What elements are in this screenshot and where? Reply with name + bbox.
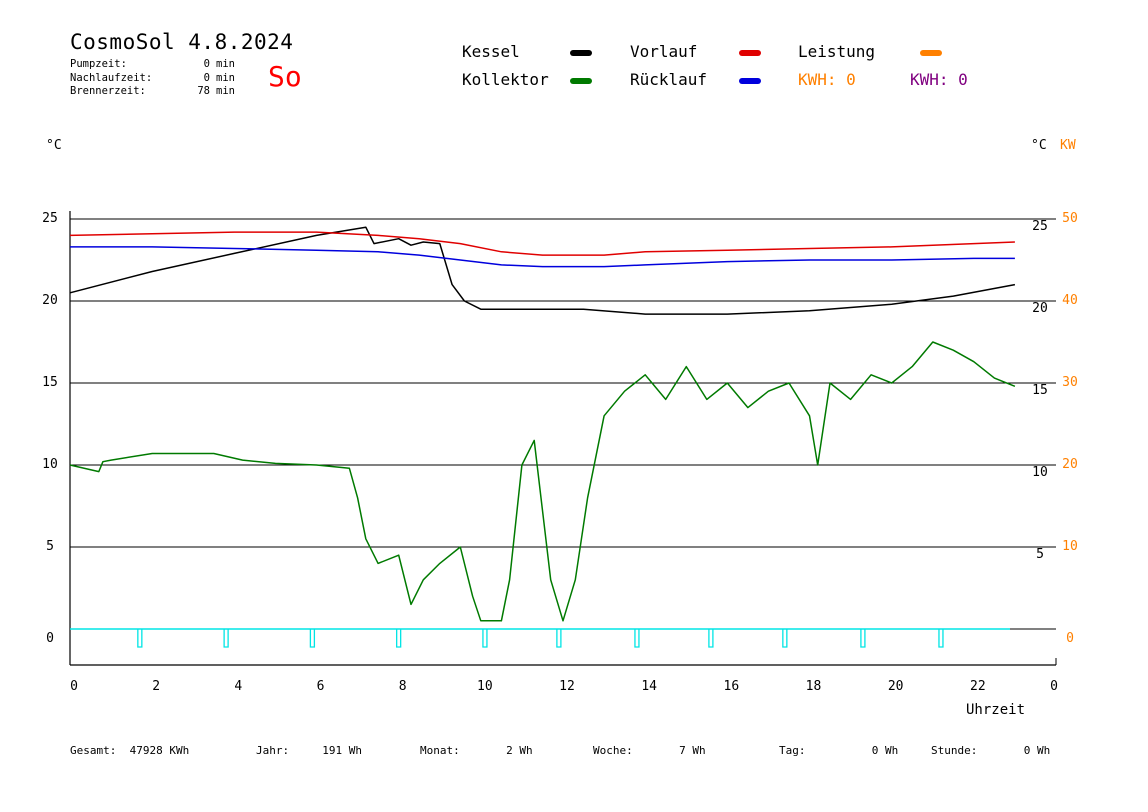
series-ruecklauf <box>70 246 1015 268</box>
legend-kessel-label: Kessel <box>462 42 520 61</box>
legend-kollektor-swatch <box>570 78 592 84</box>
x-tick-label: 0 <box>70 679 78 694</box>
x-tick-label: 2 <box>152 679 160 694</box>
pump-pulse <box>634 629 640 648</box>
pump-pulse <box>223 629 229 648</box>
y-tick-label-left: 20 <box>42 293 58 308</box>
footer-label: Tag: <box>779 744 806 757</box>
tick-labels: 0 2 4 6 8 10 12 14 16 18 20 22 0 0 5 10 15 20 25 5 10 15 20 25 0… <box>42 211 1078 694</box>
stat-unit: min <box>216 71 235 84</box>
stat-row: Nachlaufzeit: 0 min <box>70 72 235 86</box>
y-tick-label-right-kw: 10 <box>1062 539 1078 554</box>
legend-leistung-swatch <box>920 50 942 56</box>
right-axis-unit-kw: KW <box>1060 138 1076 153</box>
y-tick-label-left: 10 <box>42 457 58 472</box>
x-tick-label: 6 <box>317 679 325 694</box>
pump-pulse <box>309 629 316 648</box>
y-tick-label-right-c: 25 <box>1032 219 1048 234</box>
stat-row: Brennerzeit: 78 min <box>70 85 235 99</box>
stat-unit: min <box>216 85 235 97</box>
y-tick-label-right-c: 5 <box>1036 547 1044 562</box>
y-tick-label-right-c: 20 <box>1032 301 1048 316</box>
series-kessel <box>69 226 1016 315</box>
legend-kwh-purple: KWH: 0 <box>910 70 968 89</box>
stat-label: Brennerzeit: <box>70 85 146 97</box>
legend-kollektor-label: Kollektor <box>462 70 549 89</box>
legend-ruecklauf-label: Rücklauf <box>630 70 708 89</box>
footer-label: Woche: <box>593 744 633 757</box>
footer-value: 2 Wh <box>506 744 533 757</box>
series-kollektor <box>69 341 1016 622</box>
pump-pulse <box>396 629 402 648</box>
x-tick-label: 0 <box>1050 679 1058 694</box>
footer-monat: Monat: 2 Wh <box>420 744 533 757</box>
x-tick-label: 16 <box>724 679 740 694</box>
legend-vorlauf-swatch <box>739 50 761 56</box>
footer-label: Monat: <box>420 744 460 757</box>
legend-ruecklauf-swatch <box>739 78 761 84</box>
legend-leistung-label: Leistung <box>798 42 876 61</box>
x-tick-label: 12 <box>559 679 575 694</box>
pump-pulse <box>938 629 944 648</box>
footer-woche: Woche: 7 Wh <box>593 744 706 757</box>
footer-value: 47928 KWh <box>129 744 190 757</box>
chart-title: CosmoSol 4.8.2024 <box>70 30 294 54</box>
x-tick-label: 22 <box>970 679 986 694</box>
pump-pulse <box>556 629 562 648</box>
footer-label: Stunde: <box>931 744 978 757</box>
x-tick-label: 8 <box>399 679 407 694</box>
y-tick-label-right-kw: 50 <box>1062 211 1078 226</box>
y-tick-label-left: 0 <box>46 631 54 646</box>
stats-block: Pumpzeit: 0 min Nachlaufzeit: 0 min Bren… <box>70 58 235 99</box>
footer-value: 191 Wh <box>322 744 362 757</box>
footer-value: 7 Wh <box>679 744 706 757</box>
left-axis-unit: °C <box>46 138 62 153</box>
footer-value: 0 Wh <box>1023 744 1051 757</box>
y-tick-label-right-kw: 40 <box>1062 293 1078 308</box>
weekday-label: So <box>268 60 302 93</box>
axes <box>69 211 1057 666</box>
y-tick-label-right-c: 10 <box>1032 465 1048 480</box>
x-tick-label: 18 <box>806 679 822 694</box>
y-tick-label-left: 25 <box>42 211 58 226</box>
x-axis-label: Uhrzeit <box>966 702 1026 718</box>
footer-value: 0 Wh <box>871 744 899 757</box>
x-tick-label: 10 <box>477 679 493 694</box>
y-tick-label-right-kw: 0 <box>1066 631 1074 646</box>
series-vorlauf <box>69 231 1015 256</box>
stat-row: Pumpzeit: 0 min <box>70 58 235 72</box>
footer-tag: Tag: 0 Wh <box>779 744 898 757</box>
x-tick-label: 20 <box>888 679 904 694</box>
footer-gesamt: Gesamt: 47928 KWh <box>70 744 189 757</box>
stat-value: 78 <box>197 85 210 97</box>
pump-pulse <box>482 629 488 648</box>
grid-lines <box>70 218 1056 548</box>
x-tick-label: 4 <box>234 679 242 694</box>
y-tick-label-left: 15 <box>42 375 58 390</box>
stat-value: 0 <box>203 58 210 70</box>
footer-label: Jahr: <box>256 744 290 757</box>
x-tick-label: 14 <box>641 679 657 694</box>
footer-jahr: Jahr: 191 Wh <box>256 744 362 757</box>
stat-value: 0 <box>203 71 210 84</box>
legend-vorlauf-label: Vorlauf <box>630 42 698 61</box>
series-lines <box>69 226 1016 648</box>
footer-stunde: Stunde: 0 Wh <box>931 744 1050 757</box>
legend-kwh-orange: KWH: 0 <box>798 70 856 89</box>
pump-pulse <box>137 629 143 648</box>
pump-pulse <box>860 629 866 648</box>
y-tick-label-right-kw: 30 <box>1062 375 1078 390</box>
footer-label: Gesamt: <box>70 744 117 757</box>
y-tick-label-left: 5 <box>46 539 54 554</box>
pump-pulse <box>708 629 714 648</box>
y-tick-label-right-c: 15 <box>1032 383 1048 398</box>
y-tick-label-right-kw: 20 <box>1062 457 1078 472</box>
stat-unit: min <box>216 58 235 70</box>
stat-label: Pumpzeit: <box>70 58 127 70</box>
right-axis-unit-c: °C <box>1031 138 1047 153</box>
stat-label: Nachlaufzeit: <box>70 71 153 84</box>
pump-pulse <box>782 629 788 648</box>
legend-kessel-swatch <box>570 50 592 56</box>
